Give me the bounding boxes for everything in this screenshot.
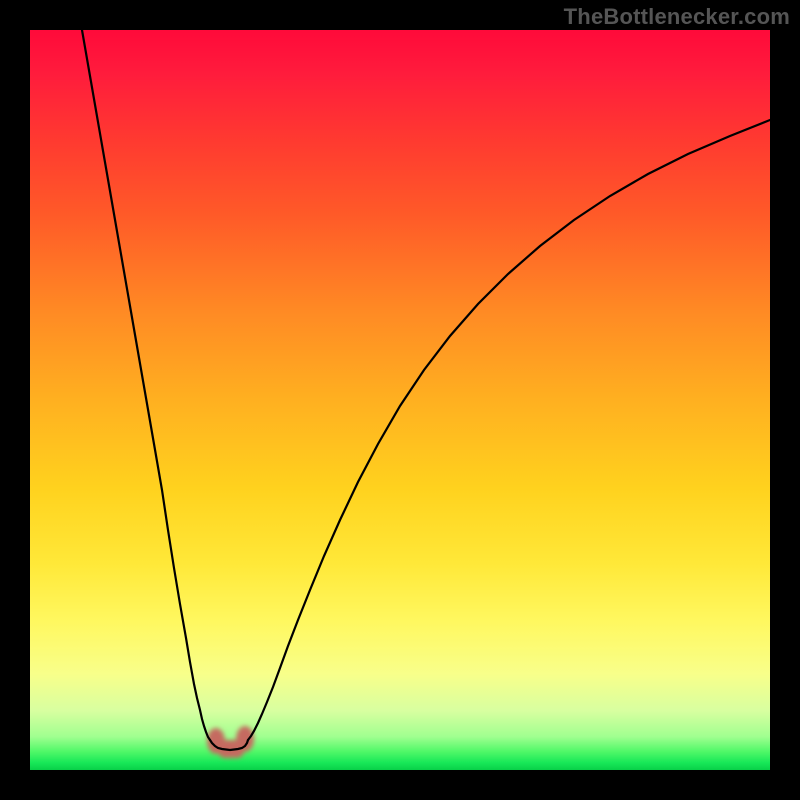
watermark-text: TheBottlenecker.com [564,4,790,30]
chart-container: TheBottlenecker.com [0,0,800,800]
bottleneck-chart [0,0,800,800]
